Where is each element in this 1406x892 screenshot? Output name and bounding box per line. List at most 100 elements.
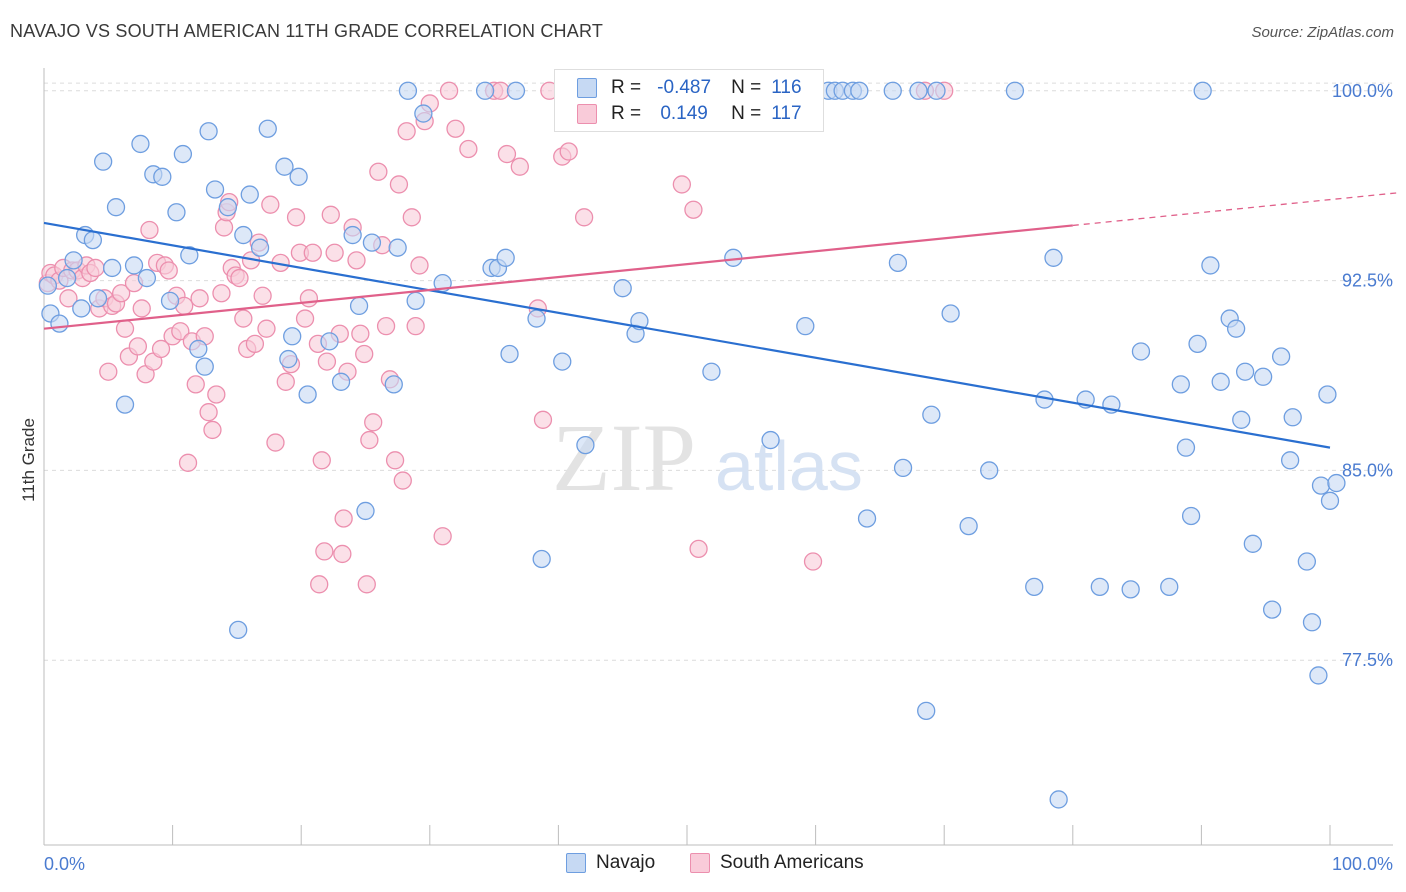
south-americans-point — [439, 81, 459, 100]
navajo-point — [888, 253, 908, 273]
south-americans-point — [364, 413, 383, 432]
south-americans-point — [510, 157, 529, 176]
navajo-point — [398, 81, 418, 100]
south-americans-point — [357, 575, 376, 594]
south-americans-point — [389, 175, 409, 194]
navajo-point — [1253, 367, 1273, 386]
series-south-americans — [38, 81, 954, 594]
south-americans-point — [672, 175, 692, 194]
south-americans-point — [207, 385, 226, 404]
navajo-point — [240, 185, 259, 204]
navajo-point — [57, 268, 77, 288]
navajo-point — [1243, 534, 1262, 553]
navajo-swatch — [577, 78, 597, 98]
south-americans-n-value: 117 — [771, 103, 802, 124]
navajo-point — [279, 349, 298, 369]
legend-item-south-americans[interactable]: South Americans — [690, 852, 864, 874]
navajo-point — [1171, 375, 1190, 394]
watermark-atlas: atlas — [715, 427, 863, 505]
navajo-point — [167, 203, 186, 222]
axes — [43, 68, 1393, 846]
south-americans-point — [171, 322, 190, 341]
south-americans-point — [190, 289, 209, 308]
south-americans-point — [230, 268, 249, 288]
navajo-point — [1297, 552, 1317, 571]
navajo-point — [50, 314, 69, 333]
navajo-point — [153, 167, 172, 186]
legend-item-navajo[interactable]: Navajo — [566, 852, 655, 874]
navajo-point — [475, 81, 495, 100]
chart-title: NAVAJO VS SOUTH AMERICAN 11TH GRADE CORR… — [10, 21, 604, 41]
navajo-point — [234, 225, 253, 245]
navajo-r-value: -0.487 — [657, 77, 712, 98]
south-americans-point — [299, 289, 319, 308]
y-tick-label: 92.5% — [1342, 271, 1393, 291]
south-americans-point — [140, 220, 159, 240]
navajo-point — [320, 332, 339, 351]
navajo-point — [173, 144, 193, 164]
south-americans-point — [214, 218, 234, 237]
r-label: R = — [611, 103, 642, 124]
source-credit: Source: ZipAtlas.com — [1251, 24, 1394, 41]
south-americans-r-value: 0.149 — [660, 103, 708, 124]
south-americans-point — [433, 527, 452, 546]
navajo-point — [1005, 81, 1025, 100]
navajo-point — [1044, 248, 1063, 267]
south-americans-point — [325, 243, 344, 262]
navajo-point — [115, 395, 135, 414]
navajo-point — [1311, 476, 1331, 495]
navajo-point — [331, 372, 351, 391]
navajo-point — [349, 296, 369, 316]
watermark-zip: ZIP — [552, 404, 696, 511]
navajo-point — [922, 405, 941, 424]
south-americans-point — [245, 334, 265, 354]
navajo-point — [384, 375, 403, 394]
south-americans-point — [312, 451, 331, 470]
navajo-point — [1181, 506, 1201, 526]
navajo-point — [1226, 319, 1246, 338]
navajo-point — [64, 251, 83, 270]
navajo-point — [283, 327, 302, 346]
navajo-point — [94, 152, 113, 171]
navajo-point — [160, 291, 180, 310]
navajo-point — [532, 549, 551, 569]
south-americans-point — [446, 119, 465, 138]
navajo-point — [1280, 451, 1300, 470]
south-americans-point — [410, 256, 429, 275]
south-americans-point — [276, 372, 295, 391]
south-americans-point — [355, 344, 374, 364]
south-americans-point — [376, 317, 396, 336]
navajo-point — [289, 167, 308, 186]
south-americans-point — [574, 208, 594, 227]
navajo-point — [406, 291, 425, 310]
navajo-point — [506, 81, 526, 100]
south-americans-point — [112, 284, 131, 303]
south-americans-point — [321, 205, 340, 224]
navajo-point — [893, 458, 913, 478]
navajo-point — [189, 339, 208, 359]
navajo-point — [131, 134, 150, 154]
navajo-point — [1309, 666, 1328, 685]
navajo-point — [1176, 438, 1196, 457]
south-americans-point — [261, 195, 280, 214]
south-americans-point — [533, 410, 553, 429]
navajo-point — [917, 701, 936, 721]
y-tick-labels: 100.0% 92.5% 85.0% 77.5% — [1332, 81, 1393, 670]
x-tick-label-max: 100.0% — [1332, 854, 1393, 874]
navajo-point — [1188, 334, 1207, 354]
south-americans-point — [369, 162, 388, 181]
south-americans-point — [317, 352, 337, 371]
navajo-point — [1121, 580, 1140, 599]
navajo-point — [250, 238, 270, 257]
legend-row-navajo: R = -0.487 N = 116 — [577, 76, 802, 100]
navajo-point — [298, 385, 317, 404]
south-americans-point — [234, 309, 253, 328]
navajo-point — [83, 230, 103, 250]
south-americans-point — [212, 284, 231, 303]
navajo-point — [195, 357, 214, 376]
south-americans-point — [334, 509, 353, 528]
navajo-trend-line — [43, 221, 1331, 449]
south-americans-point — [303, 243, 322, 262]
navajo-point — [496, 248, 515, 267]
navajo-point — [1201, 256, 1220, 275]
